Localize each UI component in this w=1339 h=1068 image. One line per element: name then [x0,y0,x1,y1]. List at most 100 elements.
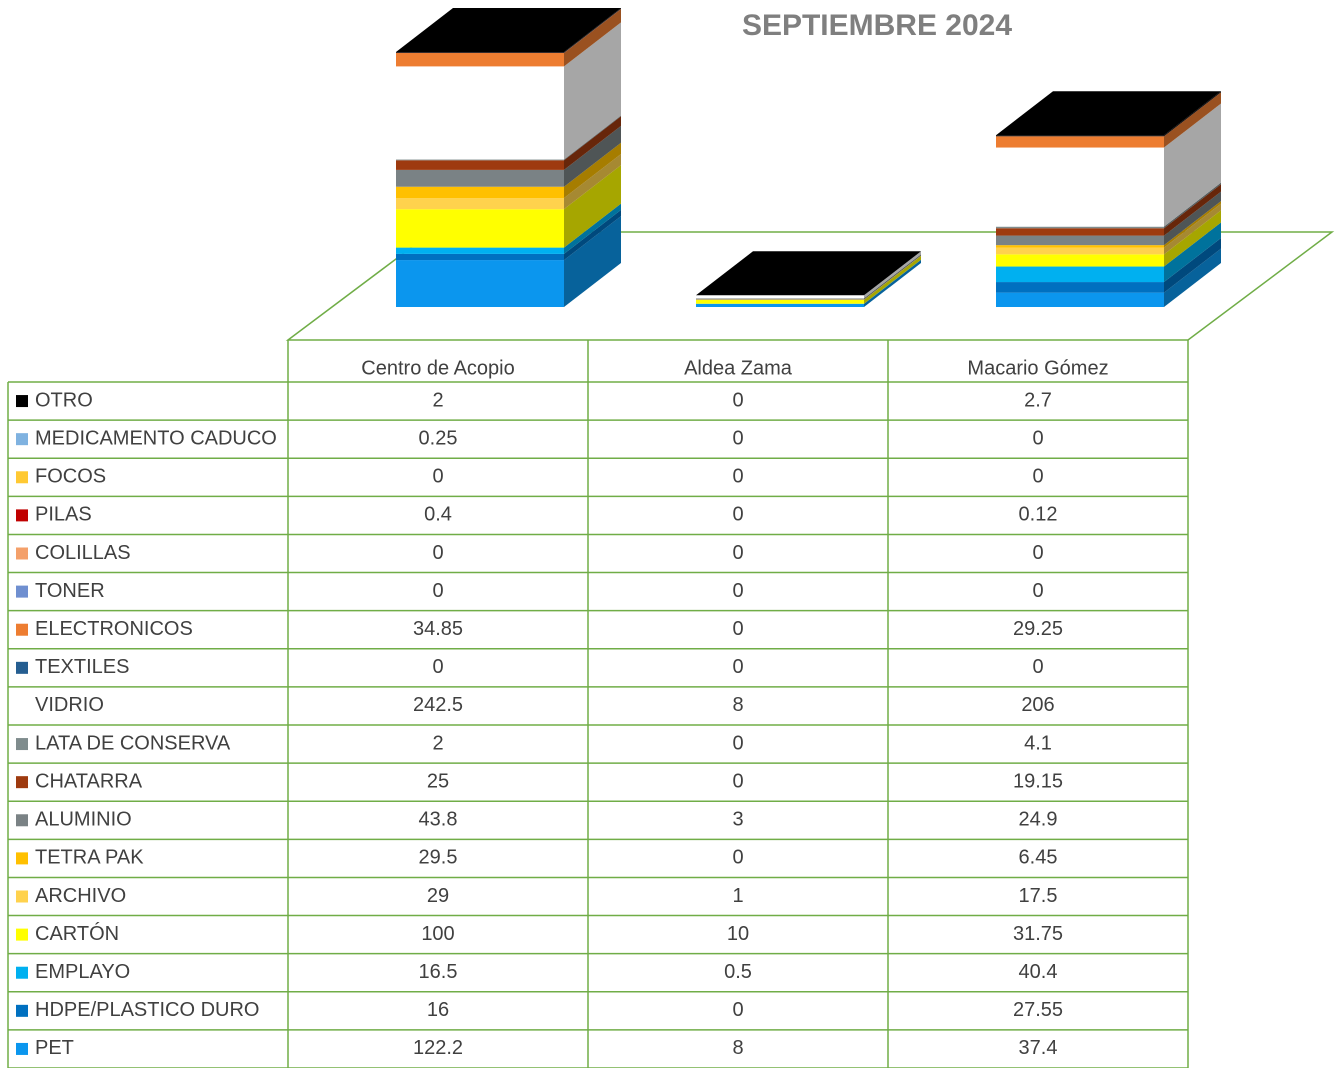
bar-segment [396,186,564,199]
table-value: 8 [732,1037,743,1059]
table-value: 34.85 [413,618,463,640]
bar-segment [996,235,1164,246]
bar-segment [696,303,864,307]
table-value: 3 [732,809,743,831]
bar-segment [396,209,564,248]
bar-top [996,91,1221,136]
table-value: 0 [1032,427,1043,449]
bar-side [1164,203,1221,255]
table-value: 0 [732,847,743,869]
table-value: 2.7 [1024,389,1052,411]
bar-side [864,251,921,299]
legend-label: LATA DE CONSERVA [35,732,231,754]
bar-segment [396,169,564,187]
table-value: 0 [432,580,443,602]
bar-side [864,259,921,304]
table-value: 0.5 [724,961,752,983]
table-value: 43.8 [419,809,458,831]
bar-segment [996,245,1164,248]
bar-side [864,254,921,300]
bar-segment [396,198,564,210]
legend-label: PILAS [35,504,92,526]
bar-side [864,255,921,300]
legend-label: MEDICAMENTO CADUCO [35,427,277,449]
legend-swatch [16,966,28,979]
table-value: 25 [427,770,449,792]
bar-side [1164,92,1221,148]
table-value: 0 [732,466,743,488]
table-value: 17.5 [1019,885,1058,907]
legend-swatch [16,509,28,522]
legend-label: EMPLAYO [35,961,130,983]
legend-swatch [16,814,28,827]
bar-segment [996,136,1164,148]
bar-side [564,8,621,53]
legend-swatch [16,738,28,751]
table-value: 37.4 [1019,1037,1058,1059]
table-value: 0 [732,542,743,564]
legend-swatch [16,661,28,674]
table-value: 206 [1021,694,1054,716]
legend-swatch [16,1004,28,1017]
bar-segment [996,266,1164,283]
legend-label: ARCHIVO [35,885,126,907]
bar-segment [396,160,564,170]
legend-label: TONER [35,580,105,602]
legend-swatch [16,547,28,560]
bar-segment [996,282,1164,293]
bar-segment [696,299,864,304]
table-value: 0 [1032,656,1043,678]
bar-side [564,9,621,67]
bar-side [1164,91,1221,137]
bar-side [564,209,621,261]
table-value: 0 [732,618,743,640]
column-header: Aldea Zama [684,357,793,379]
bar-side [564,203,621,254]
bar-segment [396,247,564,254]
table-value: 0 [1032,580,1043,602]
chart-title: SEPTIEMBRE 2024 [742,9,1012,42]
table-value: 0 [732,999,743,1021]
table-value: 4.1 [1024,732,1052,754]
bar-side [1164,184,1221,236]
legend-label: TEXTILES [35,656,129,678]
bar-side [1164,238,1221,293]
bar-side [1164,248,1221,307]
legend-label: FOCOS [35,466,106,488]
legend-label: HDPE/PLASTICO DURO [35,999,259,1021]
table-value: 0.12 [1019,504,1058,526]
table-value: 0 [432,466,443,488]
bar-side [864,255,921,304]
bar-top [696,251,921,296]
column-header: Centro de Acopio [361,357,514,379]
column-header: Macario Gómez [967,357,1108,379]
bar-side [564,154,621,210]
bar-side [1164,201,1221,248]
bar-side [564,142,621,199]
table-value: 40.4 [1019,961,1058,983]
legend-label: TETRA PAK [35,847,144,869]
table-value: 19.15 [1013,770,1063,792]
table-value: 24.9 [1019,809,1058,831]
bar-segment [996,135,1164,137]
table-value: 242.5 [413,694,463,716]
legend-label: ALUMINIO [35,809,132,831]
legend-swatch [16,623,28,636]
table-value: 0 [1032,542,1043,564]
bar-side [1164,92,1221,137]
bar-segment [396,52,564,53]
bar-side [1164,103,1221,227]
bar-segment [996,292,1164,307]
legend-swatch [16,699,28,712]
legend-swatch [16,395,28,408]
legend-label: PET [35,1037,74,1059]
table-value: 0 [732,732,743,754]
legend-label: CARTÓN [35,922,119,945]
table-value: 0.25 [419,427,458,449]
bar-side [564,8,621,54]
bar-side [564,165,621,248]
bar-side [564,8,621,53]
table-value: 1 [732,885,743,907]
table-value: 0 [1032,466,1043,488]
